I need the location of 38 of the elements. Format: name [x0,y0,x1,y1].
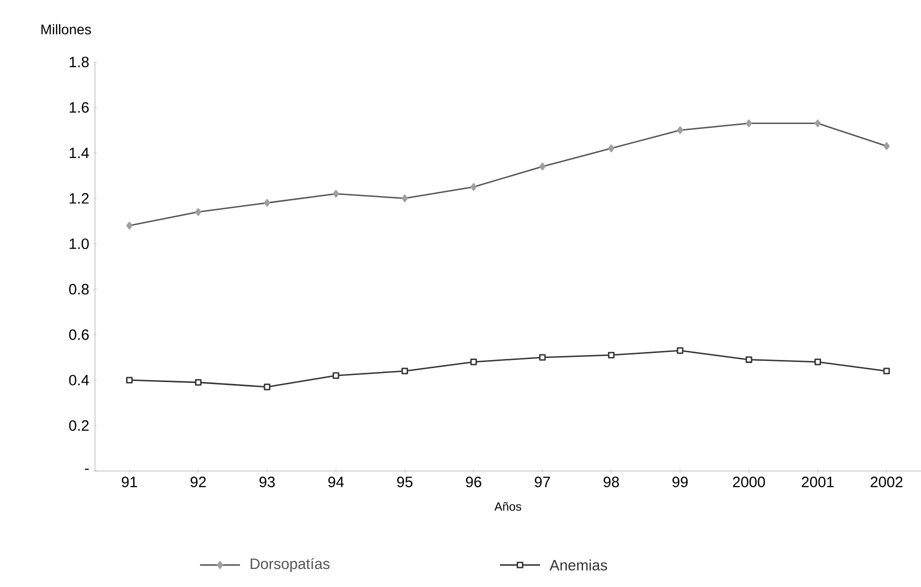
x-tick-label: 94 [328,476,344,488]
y-tick-label: 0.4 [69,374,89,386]
point [264,384,270,390]
point [126,376,133,384]
x-tick-label: 2001 [802,476,834,488]
y-tick-label: 1.6 [70,102,89,113]
point [883,368,890,374]
y-tick-label: 0.2 [69,420,89,431]
x-tick-label: 96 [466,476,482,488]
point [814,358,822,366]
point [539,354,546,361]
x-tick-label: 2000 [733,476,765,488]
y-tick-label: - [85,468,89,470]
y-axis-title: Millones [41,24,91,34]
y-tick-label: 0.8 [69,284,89,295]
point [401,368,408,374]
x-tick-label: 92 [190,476,206,488]
legend-label: Anemias [550,560,608,570]
point [470,358,477,366]
x-tick-label: 99 [672,476,688,488]
point [676,347,684,354]
legend-label: Dorsopatías [250,558,330,572]
y-tick-label: 1.8 [70,56,89,68]
point [332,372,340,379]
point [194,379,202,386]
y-tick-label: 0.6 [69,329,89,340]
y-tick-label: 1.2 [70,193,89,204]
x-tick-label: 91 [122,476,137,488]
point [746,356,752,363]
x-tick-label: 2002 [870,476,902,488]
y-tick-label: 1.0 [70,238,89,250]
point [608,352,615,358]
x-axis-title: Años [494,502,522,511]
x-tick-label: 97 [534,476,550,488]
x-tick-label: 95 [397,476,412,488]
x-tick-label: 93 [259,476,275,488]
y-tick-label: 1.4 [70,148,89,158]
x-tick-label: 98 [604,476,619,488]
